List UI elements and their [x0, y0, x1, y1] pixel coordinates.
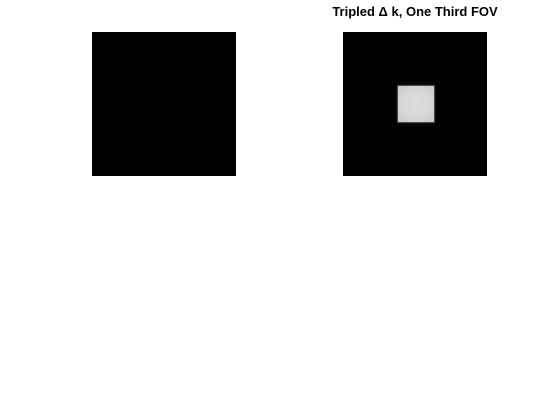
left-image-panel	[92, 32, 236, 176]
reconstructed-square	[398, 86, 434, 122]
right-panel-title: Tripled Δ k, One Third FOV	[332, 4, 498, 19]
right-image-panel	[343, 32, 487, 176]
